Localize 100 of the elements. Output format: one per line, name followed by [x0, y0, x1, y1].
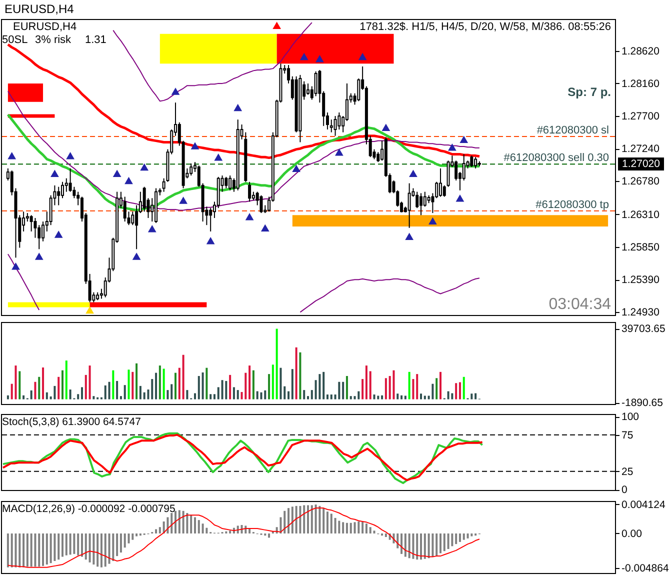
- bar: [377, 396, 380, 400]
- point: [132, 252, 141, 260]
- bar: [252, 370, 254, 400]
- bar: [338, 382, 340, 400]
- bar: [155, 529, 158, 534]
- bar: [358, 391, 360, 400]
- bar: [288, 391, 290, 400]
- bar: [139, 533, 142, 536]
- bar: [268, 374, 270, 400]
- annotation: Sp: 7 p.: [568, 85, 611, 99]
- bar: [248, 366, 251, 400]
- bar: [365, 524, 368, 534]
- point: [300, 52, 308, 60]
- bar: [474, 533, 477, 536]
- point: [66, 152, 74, 160]
- bar: [58, 533, 60, 560]
- candlestick: [224, 176, 228, 189]
- bar: [30, 533, 32, 567]
- bar: [369, 371, 372, 400]
- bar: [299, 352, 302, 400]
- bar: [30, 390, 32, 400]
- bar: [10, 533, 13, 568]
- bar: [365, 366, 368, 400]
- bar: [151, 379, 154, 400]
- line-series: [6, 43, 481, 160]
- bar: [369, 527, 372, 534]
- bar: [96, 533, 99, 567]
- point: [112, 170, 122, 177]
- bar: [322, 508, 325, 534]
- bar: [120, 533, 122, 553]
- bar: [88, 366, 91, 400]
- bar: [162, 368, 165, 400]
- bar: [392, 370, 395, 400]
- bar: [104, 385, 106, 400]
- y-tick-label: -1890.65: [622, 397, 664, 410]
- point: [171, 88, 180, 95]
- bar: [412, 533, 414, 559]
- bar: [73, 533, 76, 554]
- bar: [58, 376, 60, 400]
- bar: [182, 510, 184, 534]
- bar: [432, 384, 434, 400]
- bar: [108, 533, 110, 564]
- bar: [362, 521, 364, 534]
- bar: [77, 533, 80, 556]
- bar: [458, 533, 461, 542]
- point: [190, 142, 200, 150]
- bar: [84, 533, 87, 560]
- bar: [303, 390, 306, 400]
- bar: [455, 383, 458, 400]
- point: [12, 262, 20, 270]
- bar: [466, 533, 469, 538]
- bar: [22, 533, 25, 568]
- bar: [80, 387, 83, 400]
- point: [334, 148, 344, 156]
- bar: [400, 533, 403, 554]
- point: [234, 104, 242, 112]
- bar: [264, 390, 266, 400]
- bar: [186, 390, 188, 400]
- bar: [295, 506, 298, 534]
- bar: [354, 522, 356, 534]
- bar: [358, 521, 360, 534]
- bar: [326, 512, 328, 534]
- bar: [455, 533, 458, 544]
- bar: [46, 533, 48, 565]
- candlestick: [376, 152, 380, 163]
- bar: [128, 533, 130, 544]
- annotation: 03:04:34: [548, 296, 612, 313]
- bar: [136, 363, 138, 400]
- candlestick: [314, 70, 318, 97]
- point: [140, 163, 149, 171]
- bar: [206, 528, 208, 534]
- point: [86, 306, 94, 314]
- bar: [170, 513, 173, 534]
- bar: [400, 395, 403, 400]
- bar: [436, 378, 438, 400]
- bar: [424, 533, 426, 559]
- bar: [174, 372, 177, 400]
- y-tick-label: 0: [622, 484, 628, 496]
- point: [124, 176, 133, 184]
- bar: [470, 533, 473, 536]
- y-tick-label: 1.25390: [622, 274, 660, 286]
- point: [54, 230, 63, 238]
- point: [428, 217, 437, 224]
- chart-title: Stoch(5,3,8) 61.3900 64.5747: [2, 416, 142, 428]
- y-tick-label: 1.27700: [622, 110, 660, 123]
- bar: [80, 533, 83, 557]
- bar: [65, 360, 68, 400]
- bar: [147, 390, 150, 400]
- bar: [132, 533, 134, 540]
- point: [272, 22, 282, 29]
- point: [214, 153, 223, 161]
- bar: [416, 533, 418, 560]
- bar: [307, 396, 309, 400]
- point: [260, 224, 270, 232]
- y-tick-label: 1.24930: [622, 306, 660, 319]
- candlestick: [42, 221, 45, 242]
- point: [358, 52, 367, 60]
- bar: [26, 533, 28, 567]
- bar: [194, 517, 196, 534]
- candlestick: [470, 155, 474, 168]
